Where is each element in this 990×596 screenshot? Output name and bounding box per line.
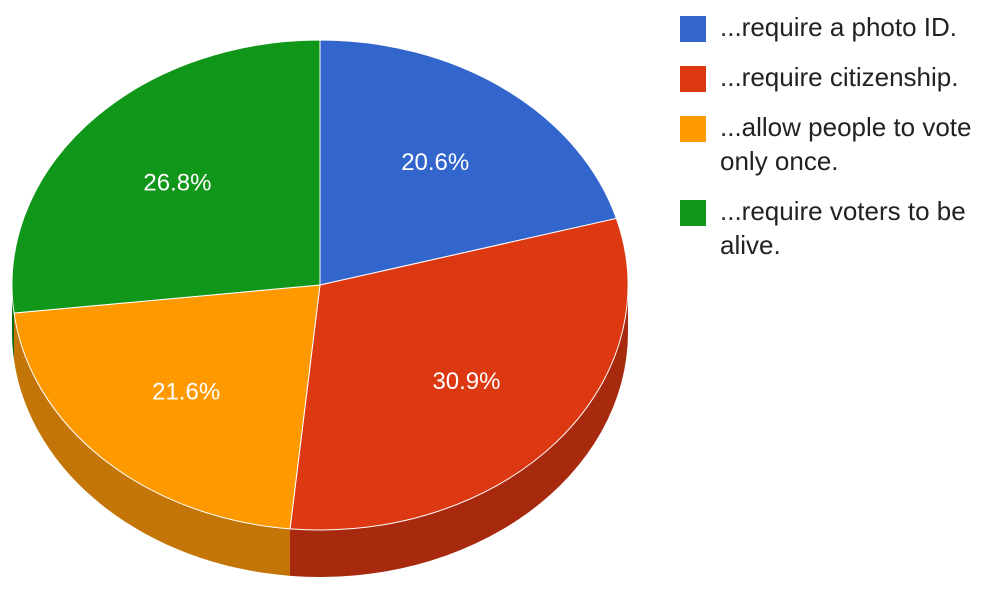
pie-slice-side-3 xyxy=(14,313,291,576)
legend-swatch-2 xyxy=(680,66,706,92)
pie-slice-label-4: 26.8% xyxy=(143,169,211,196)
legend-item-1: ...require a photo ID. xyxy=(680,10,985,44)
pie-label-layer: 20.6% 30.9% 21.6% 26.8% xyxy=(143,149,500,405)
pie-slice-3 xyxy=(13,284,321,530)
pie-slice-4 xyxy=(11,39,321,314)
legend-swatch-4 xyxy=(680,200,706,226)
pie-slice-2 xyxy=(289,217,629,531)
pie-top-layer xyxy=(11,39,629,531)
legend-label-1: ...require a photo ID. xyxy=(720,12,958,42)
legend-swatch-1 xyxy=(680,16,706,42)
legend-label-2: ...require citizenship. xyxy=(720,62,959,92)
pie-slice-label-3: 21.6% xyxy=(152,379,220,406)
pie-slice-label-1: 20.6% xyxy=(401,149,469,176)
legend: ...require a photo ID. ...require citizen… xyxy=(680,10,985,278)
legend-label-4: ...require voters to be alive. xyxy=(720,196,966,260)
legend-label-3: ...allow people to vote only once. xyxy=(720,112,972,176)
pie-slice-1 xyxy=(319,39,618,286)
legend-item-4: ...require voters to be alive. xyxy=(680,194,985,262)
legend-swatch-3 xyxy=(680,116,706,142)
legend-item-2: ...require citizenship. xyxy=(680,60,985,94)
pie-slice-label-2: 30.9% xyxy=(432,368,500,395)
pie-slice-side-2 xyxy=(290,285,628,577)
legend-item-3: ...allow people to vote only once. xyxy=(680,110,985,178)
